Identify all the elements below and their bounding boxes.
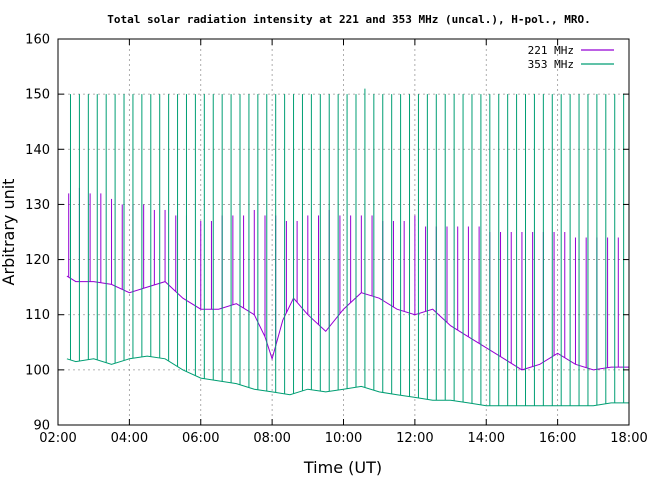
axis-ticks: 02:00 04:00 06:00 08:00 10:00 12:00 14:00 16:00… <box>25 33 648 447</box>
x-tick-label: 14:00 <box>468 431 505 446</box>
y-axis-label: Arbitrary unit <box>0 179 18 286</box>
x-tick-label: 10:00 <box>325 431 362 446</box>
series-353mhz <box>66 88 629 407</box>
y-tick-label: 110 <box>25 308 50 323</box>
x-axis-label: Time (UT) <box>303 458 382 477</box>
x-tick-label: 18:00 <box>610 431 647 446</box>
x-tick-label: 02:00 <box>39 431 76 446</box>
series-line-221mhz <box>66 275 629 371</box>
x-tick-label: 08:00 <box>253 431 290 446</box>
x-tick-label: 04:00 <box>111 431 148 446</box>
x-tick-label: 16:00 <box>539 431 576 446</box>
y-tick-label: 150 <box>25 88 50 103</box>
chart-title: Total solar radiation intensity at 221 a… <box>107 13 590 26</box>
y-tick-label: 160 <box>25 33 50 48</box>
series-area <box>66 88 629 407</box>
legend-label-221mhz: 221 MHz <box>528 44 574 57</box>
legend: 221 MHz 353 MHz <box>528 44 614 71</box>
y-tick-label: 120 <box>25 253 50 268</box>
y-tick-label: 140 <box>25 143 50 158</box>
x-tick-label: 06:00 <box>182 431 219 446</box>
x-tick-label: 12:00 <box>396 431 433 446</box>
y-tick-label: 130 <box>25 198 50 213</box>
legend-label-353mhz: 353 MHz <box>528 58 574 71</box>
y-tick-label: 100 <box>25 363 50 378</box>
y-tick-label: 90 <box>33 419 50 434</box>
grid <box>58 39 629 425</box>
series-line-353mhz <box>66 355 629 407</box>
